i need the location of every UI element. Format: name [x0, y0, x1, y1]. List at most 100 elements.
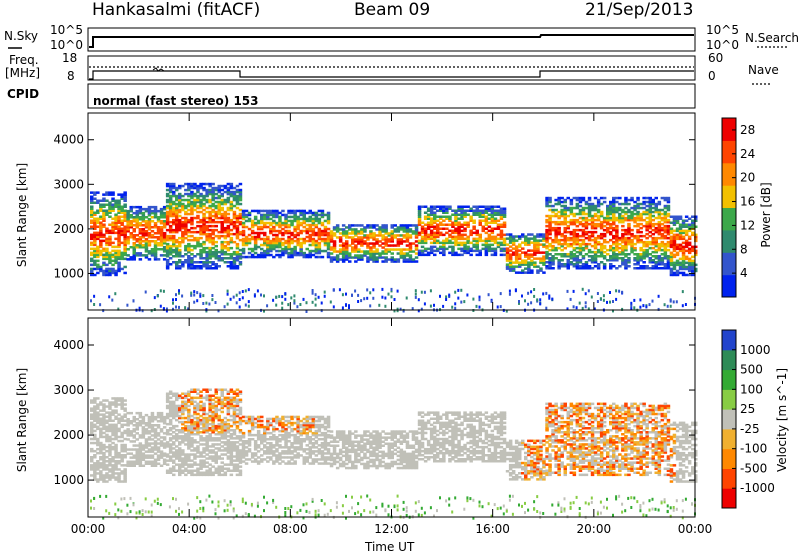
data-cell: [317, 219, 322, 223]
data-cell: [184, 459, 188, 462]
data-cell: [238, 261, 243, 264]
data-cell: [618, 208, 622, 212]
data-cell: [366, 288, 369, 292]
data-cell: [181, 392, 185, 395]
data-cell: [108, 211, 112, 214]
data-cell: [165, 267, 170, 270]
data-cell: [581, 242, 586, 246]
data-cell: [220, 216, 224, 220]
data-cell: [168, 202, 173, 206]
data-cell: [293, 249, 297, 253]
data-cell: [593, 212, 598, 216]
data-cell: [496, 243, 501, 247]
data-cell: [566, 220, 570, 224]
data-cell: [93, 294, 96, 298]
data-cell: [578, 234, 583, 238]
data-cell: [539, 269, 543, 272]
data-cell: [657, 232, 662, 236]
data-cell: [266, 245, 270, 249]
data-cell: [105, 191, 109, 194]
data-cell: [114, 249, 118, 253]
data-cell: [175, 394, 179, 397]
data-cell: [181, 402, 185, 406]
data-cell: [681, 253, 686, 257]
data-cell: [159, 304, 162, 308]
data-cell: [666, 240, 671, 244]
data-cell: [536, 247, 540, 250]
data-cell: [111, 433, 115, 437]
data-cell: [187, 267, 191, 270]
data-cell: [226, 265, 231, 268]
data-cell: [184, 463, 188, 466]
data-cell: [542, 251, 546, 254]
data-cell: [633, 306, 636, 310]
data-cell: [572, 196, 577, 200]
data-cell: [466, 235, 470, 239]
data-cell: [645, 232, 649, 236]
data-cell: [326, 211, 331, 215]
data-cell: [551, 248, 555, 252]
data-cell: [554, 214, 558, 218]
data-cell: [211, 214, 215, 218]
data-cell: [105, 241, 109, 245]
data-cell: [102, 211, 106, 214]
data-cell: [684, 215, 689, 218]
data-cell: [642, 206, 646, 210]
data-cell: [220, 246, 224, 250]
data-cell: [190, 398, 194, 402]
data-cell: [175, 220, 179, 224]
data-cell: [612, 226, 616, 230]
data-cell: [181, 406, 185, 410]
data-cell: [181, 238, 185, 242]
data-cell: [190, 390, 194, 393]
data-cell: [165, 463, 170, 466]
data-cell: [436, 231, 440, 235]
data-cell: [293, 217, 297, 221]
data-cell: [181, 396, 185, 400]
data-cell: [542, 255, 546, 258]
data-cell: [150, 428, 155, 431]
data-cell: [105, 419, 109, 422]
data-cell: [90, 257, 94, 261]
data-cell: [147, 415, 152, 419]
data-cell: [478, 295, 481, 299]
data-cell: [256, 245, 261, 249]
data-cell: [436, 205, 440, 208]
data-cell: [587, 250, 592, 254]
data-cell: [172, 408, 176, 412]
data-cell: [96, 397, 100, 400]
data-cell: [162, 426, 167, 429]
data-cell: [651, 228, 655, 232]
data-cell: [205, 263, 209, 266]
data-cell: [660, 216, 665, 220]
data-cell: [226, 220, 231, 224]
data-cell: [114, 415, 118, 418]
data-cell: [153, 436, 158, 439]
data-cell: [241, 221, 246, 225]
data-cell: [575, 306, 578, 310]
data-cell: [162, 238, 167, 241]
data-cell: [484, 227, 489, 230]
data-cell: [223, 214, 228, 218]
data-cell: [493, 239, 498, 243]
data-cell: [108, 235, 112, 239]
data-cell: [196, 224, 200, 228]
data-cell: [114, 449, 118, 453]
data-cell: [287, 243, 291, 247]
data-cell: [669, 273, 674, 277]
data-cell: [323, 243, 328, 247]
data-cell: [102, 205, 106, 208]
data-cell: [114, 201, 118, 204]
data-cell: [669, 304, 672, 308]
data-cell: [111, 241, 115, 245]
data-cell: [293, 211, 297, 215]
data-cell: [572, 232, 577, 236]
data-cell: [199, 232, 203, 236]
data-cell: [93, 437, 97, 441]
data-cell: [575, 259, 580, 262]
data-cell: [159, 232, 164, 235]
data-cell: [120, 211, 124, 214]
data-cell: [111, 221, 115, 224]
data-cell: [630, 240, 634, 244]
data-cell: [545, 255, 549, 258]
